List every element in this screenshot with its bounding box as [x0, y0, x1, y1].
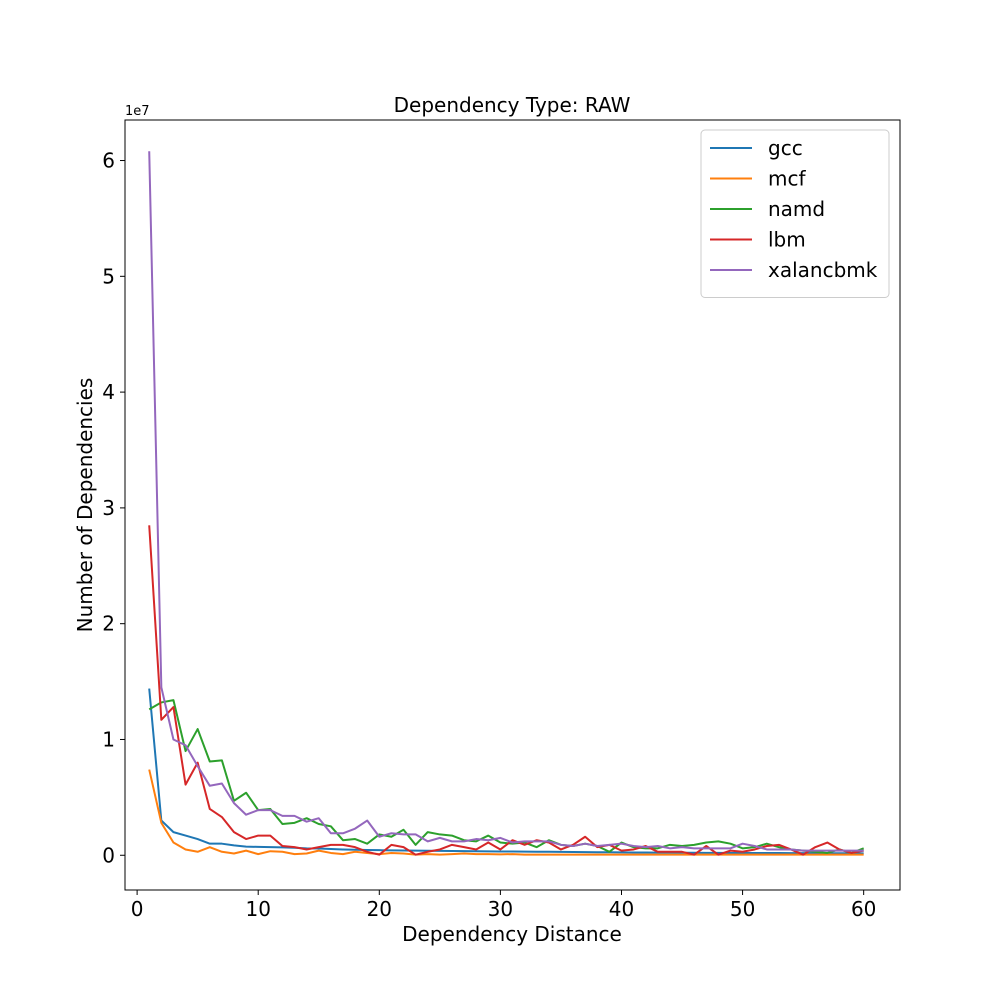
- chart-title: Dependency Type: RAW: [394, 93, 631, 117]
- series-line-lbm: [148, 525, 864, 856]
- legend-box: [700, 129, 890, 298]
- x-tick-label: 10: [245, 897, 270, 921]
- y-tick-label: 0: [102, 843, 115, 867]
- y-tick-label: 2: [102, 612, 115, 636]
- y-tick-label: 5: [102, 264, 115, 288]
- y-offset-label: 1e7: [125, 104, 150, 119]
- x-axis: 0 10 20 30 40 50 60: [131, 890, 876, 921]
- y-tick-label: 3: [102, 496, 115, 520]
- series-layer: [148, 151, 865, 856]
- x-tick-label: 60: [851, 897, 876, 921]
- series-line-xalancbmk: [148, 151, 864, 852]
- legend-label-mcf: mcf: [768, 167, 806, 191]
- y-axis-label: Number of Dependencies: [73, 378, 97, 633]
- legend-label-gcc: gcc: [768, 136, 803, 160]
- x-axis-label: Dependency Distance: [402, 922, 622, 946]
- x-tick-label: 20: [367, 897, 392, 921]
- legend-label-lbm: lbm: [768, 228, 806, 252]
- series-line-mcf: [148, 769, 864, 856]
- y-tick-label: 6: [102, 149, 115, 173]
- x-tick-label: 30: [488, 897, 513, 921]
- x-tick-label: 40: [609, 897, 634, 921]
- plot-frame: [124, 119, 901, 891]
- y-tick-label: 1: [102, 727, 115, 751]
- y-axis: 0 1 2 3 4 5 6: [102, 149, 125, 867]
- series-line-gcc: [148, 688, 864, 855]
- legend-label-xalancbmk: xalancbmk: [768, 258, 878, 282]
- x-tick-label: 50: [730, 897, 755, 921]
- legend-label-namd: namd: [768, 197, 825, 221]
- legend: gcc mcf namd lbm xalancbmk: [700, 129, 890, 298]
- y-tick-label: 4: [102, 380, 115, 404]
- x-tick-label: 0: [131, 897, 144, 921]
